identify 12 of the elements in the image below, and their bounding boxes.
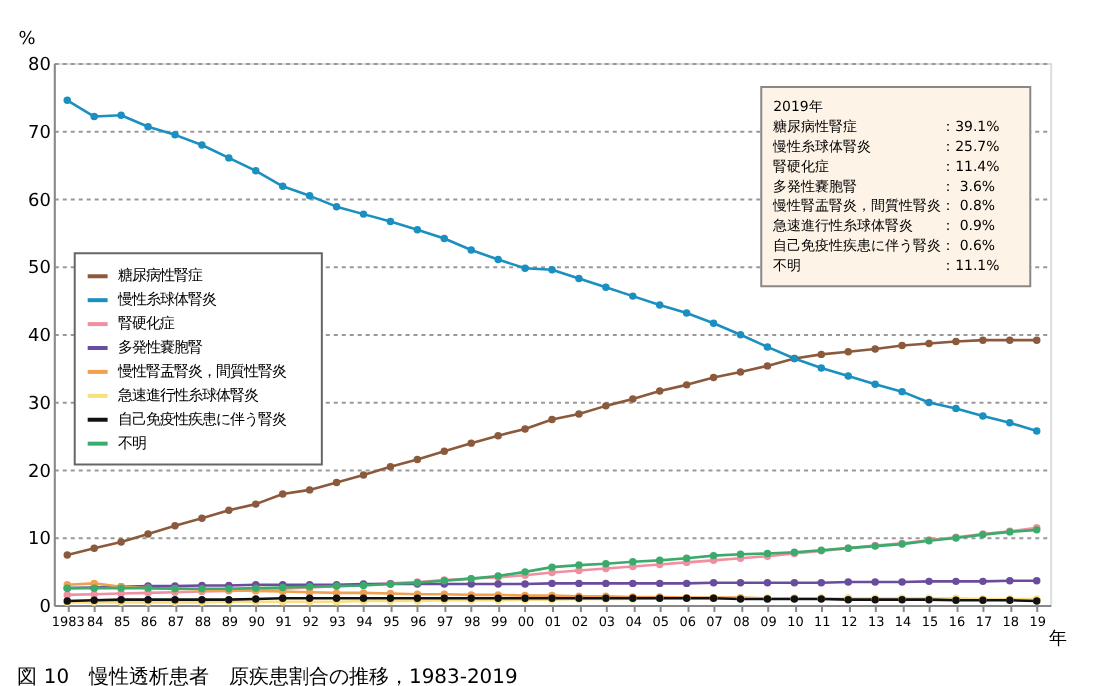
y-tick-label: 40 [28,327,52,348]
y-tick-label: 10 [28,530,52,551]
y-tick-label: 20 [28,462,52,483]
y-tick-label: 0 [39,598,52,619]
text: 図 10 慢性透析患者 原疾患割合の推移，1983-2019 [17,664,518,686]
y-tick-label: 70 [28,123,52,144]
y-tick-label: 50 [28,259,52,280]
y-tick-label: 30 [28,394,52,415]
y-tick-label: 80 [28,56,52,77]
y-tick-label: 60 [28,191,52,212]
x-axis-title: 年 [1049,627,1068,650]
y-axis-title: % [18,30,37,51]
